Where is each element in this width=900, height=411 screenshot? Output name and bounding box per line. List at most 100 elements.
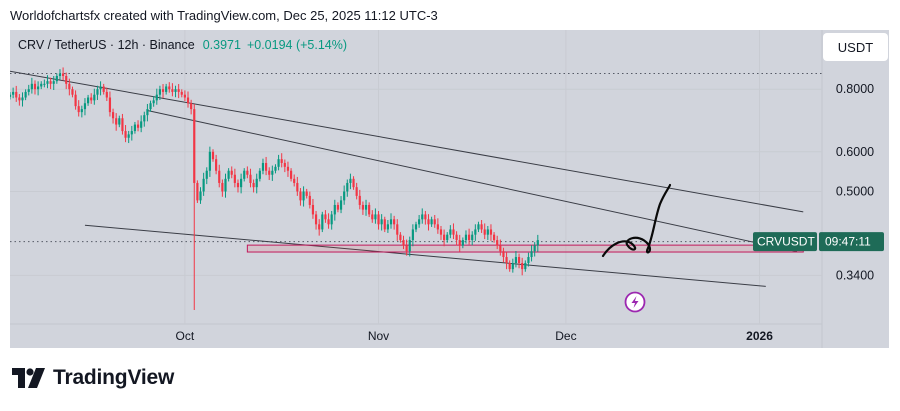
- candle-body: [230, 170, 233, 175]
- candle-down: [521, 257, 524, 276]
- last-price: 0.3971: [203, 38, 241, 52]
- candle-down: [517, 253, 521, 269]
- candle-down: [249, 168, 252, 188]
- candle-down: [193, 103, 196, 311]
- candle-body: [168, 86, 171, 90]
- candle-body: [165, 86, 168, 92]
- currency-button[interactable]: USDT: [823, 33, 888, 61]
- candle-body: [152, 100, 155, 104]
- candle-body: [243, 170, 246, 179]
- candle-body: [255, 178, 258, 188]
- candle-down: [136, 120, 140, 132]
- candle-body: [218, 170, 221, 183]
- candle-down: [396, 219, 399, 241]
- candle-down: [405, 239, 408, 256]
- candle-body: [202, 178, 205, 192]
- candle-body: [37, 86, 40, 90]
- price-axis: 0.8000 0.6000 0.5000 0.3400: [836, 82, 874, 282]
- candle-down: [492, 232, 496, 243]
- candle-up: [477, 221, 480, 233]
- candle-body: [193, 109, 196, 183]
- candle-up: [339, 196, 343, 214]
- candle-up: [165, 83, 168, 95]
- candle-body: [90, 97, 93, 101]
- candle-body: [68, 83, 71, 90]
- price-chart[interactable]: 0.8000 0.6000 0.5000 0.3400 Oct Nov Dec 2026 C…: [10, 30, 889, 348]
- candle-body: [405, 245, 408, 252]
- candle-body: [311, 204, 315, 215]
- candle-up: [271, 165, 274, 181]
- grid: [10, 30, 823, 348]
- candle-body: [467, 234, 471, 241]
- candle-up: [227, 168, 230, 182]
- candle-body: [143, 115, 146, 122]
- candle-body: [436, 224, 439, 230]
- candle-up: [37, 81, 40, 96]
- candle-body: [286, 166, 290, 171]
- candle-body: [302, 191, 305, 201]
- candle-body: [233, 174, 236, 183]
- chart-area[interactable]: [10, 30, 889, 348]
- candle-down: [467, 228, 471, 245]
- candle-body: [296, 182, 299, 192]
- brand-name: TradingView: [53, 366, 175, 389]
- candle-body: [15, 91, 18, 98]
- candle-up: [474, 224, 477, 241]
- candle-body: [99, 86, 102, 90]
- candle-body: [40, 83, 43, 87]
- freehand-arrow: [601, 183, 672, 258]
- candle-body: [274, 166, 277, 171]
- candle-body: [318, 224, 321, 230]
- candle-up: [446, 232, 449, 243]
- candle-down: [115, 113, 118, 131]
- candle-body: [455, 234, 458, 241]
- candle-up: [514, 251, 518, 268]
- candle-body: [227, 170, 230, 179]
- time-axis: Oct Nov Dec 2026: [176, 329, 774, 343]
- candle-body: [411, 229, 414, 241]
- candle-body: [80, 109, 83, 113]
- candle-down: [74, 90, 77, 110]
- candle-body: [474, 229, 477, 235]
- candle-body: [161, 89, 165, 92]
- candle-up: [96, 85, 99, 100]
- candle-down: [336, 202, 340, 213]
- candle-down: [502, 247, 505, 263]
- candle-up: [155, 88, 158, 105]
- candle-body: [330, 214, 333, 225]
- candle-down: [424, 210, 427, 225]
- candle-body: [521, 262, 524, 270]
- candle-down: [280, 153, 283, 168]
- candle-up: [174, 85, 177, 98]
- candle-body: [65, 75, 68, 84]
- lightning-icon[interactable]: [624, 291, 646, 313]
- candle-body: [18, 97, 21, 101]
- candle-down: [483, 223, 486, 240]
- candle-body: [268, 170, 271, 175]
- candle-down: [371, 210, 374, 223]
- candle-up: [146, 103, 149, 122]
- candle-body: [46, 81, 49, 84]
- candle-up: [152, 96, 155, 107]
- candle-body: [12, 91, 15, 95]
- candle-body: [483, 229, 486, 235]
- candle-up: [261, 158, 265, 175]
- candles: [10, 67, 539, 311]
- price-tick-label: 0.5000: [836, 184, 874, 198]
- candle-up: [536, 234, 539, 252]
- candle-down: [15, 85, 18, 102]
- candle-up: [389, 213, 393, 229]
- candle-down: [124, 125, 127, 143]
- currency-label: USDT: [838, 40, 873, 55]
- candle-body: [183, 94, 186, 98]
- symbol-label: CRV / TetherUS · 12h · Binance: [18, 38, 195, 52]
- candle-body: [10, 94, 12, 97]
- candle-body: [236, 182, 240, 188]
- candle-down: [324, 210, 327, 223]
- candle-up: [349, 173, 352, 190]
- price-tag: CRVUSDT 09:47:11: [753, 232, 884, 252]
- chart-caption: Worldofchartsfx created with TradingView…: [10, 8, 438, 23]
- candle-down: [433, 215, 436, 228]
- time-tick-label: Oct: [176, 329, 195, 343]
- candle-down: [171, 83, 174, 97]
